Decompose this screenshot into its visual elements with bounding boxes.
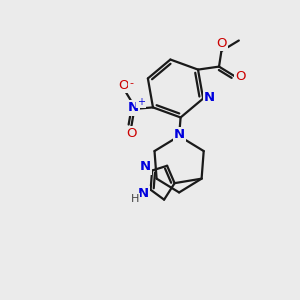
Text: N: N <box>174 128 185 141</box>
Text: O: O <box>216 37 227 50</box>
Text: H: H <box>131 194 139 204</box>
Text: N: N <box>138 187 149 200</box>
Text: -: - <box>129 78 134 88</box>
Text: O: O <box>236 70 246 83</box>
Text: O: O <box>118 79 129 92</box>
Text: +: + <box>137 97 145 107</box>
Text: N: N <box>128 101 139 115</box>
Text: N: N <box>139 160 151 173</box>
Text: N: N <box>204 92 215 104</box>
Text: O: O <box>127 127 137 140</box>
